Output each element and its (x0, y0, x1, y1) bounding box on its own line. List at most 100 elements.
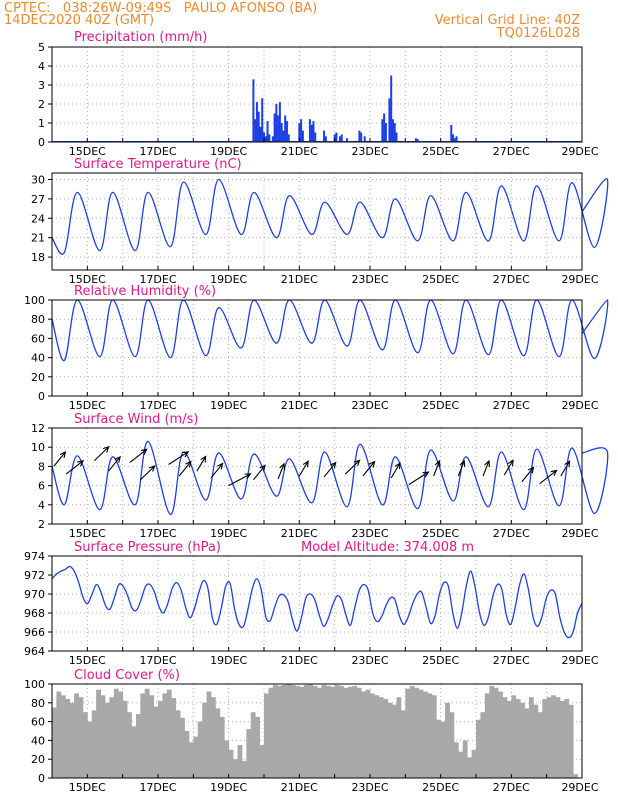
y-tick-label: 5 (38, 41, 45, 54)
wind-arrow (139, 465, 156, 481)
wind-arrow-head (244, 473, 252, 480)
cloud-bar (493, 687, 499, 778)
panel-frame (51, 683, 583, 779)
series-line (51, 299, 609, 362)
cloud-bar (400, 710, 406, 778)
cloud-bar (361, 691, 366, 778)
cloud-bar (135, 714, 141, 778)
wind-arrow (482, 460, 490, 477)
precip-bar (383, 113, 386, 142)
panel-title: Relative Humidity (%) (74, 284, 216, 299)
x-tick-label: 19DEC (210, 781, 247, 794)
cloud-bar (91, 710, 97, 778)
x-tick-label: 23DEC (351, 145, 388, 158)
cloud-bar (184, 731, 190, 778)
panel-2: 18 21 24 27 30 15DEC 17DEC 19DEC 21DEC 23DEC 25DEC… (31, 157, 609, 286)
wind-arrow-head (527, 466, 535, 474)
precip-bar (310, 124, 313, 142)
cloud-bar (166, 689, 172, 778)
precip-bar (285, 121, 288, 142)
cloud-bar (431, 695, 437, 778)
cloud-bar (118, 691, 124, 778)
x-axis: 15DEC 17DEC 19DEC 21DEC 23DEC 25DEC 27DEC 29DEC (51, 138, 599, 158)
cloud-bar (149, 695, 154, 778)
precip-bar (312, 121, 315, 142)
wind-arrow (539, 469, 557, 485)
cloud-bar (308, 684, 313, 778)
wind-arrow (196, 456, 207, 472)
x-tick-label: 15DEC (69, 654, 106, 667)
wind-arrow (298, 460, 309, 477)
y-tick-label: 3 (38, 79, 45, 92)
cloud-bar (96, 689, 101, 778)
cloud-bar (250, 712, 256, 778)
x-tick-label: 19DEC (210, 654, 247, 667)
precip-bar (300, 119, 303, 142)
cloud-bar (122, 700, 128, 778)
cloud-bar (299, 686, 305, 778)
y-tick-label: 20 (31, 371, 45, 384)
cloud-bar (506, 700, 512, 778)
x-tick-label: 23DEC (351, 654, 388, 667)
precip-bar (335, 132, 338, 142)
x-tick-label: 27DEC (493, 527, 530, 540)
cloud-bar (286, 684, 291, 778)
precip-bar (261, 98, 264, 142)
panel-grid (52, 556, 582, 651)
y-tick-label: 1 (38, 117, 45, 130)
cloud-bar (215, 708, 221, 778)
cloud-bar (476, 719, 481, 778)
x-axis: 15DEC 17DEC 19DEC 21DEC 23DEC 25DEC 27DEC 29DEC (51, 647, 599, 667)
cloud-bar (317, 687, 322, 778)
wind-arrow-head (77, 460, 85, 467)
cloud-bar (467, 757, 472, 778)
cloud-bar (409, 685, 415, 778)
wind-arrow-head (394, 462, 401, 470)
panel-series (51, 178, 609, 255)
precip-bar (450, 124, 453, 142)
wind-arrow-head (434, 459, 441, 467)
y-tick-label: 60 (31, 332, 45, 345)
x-tick-label: 21DEC (281, 399, 318, 412)
precip-bar (282, 130, 285, 142)
x-tick-label: 23DEC (351, 781, 388, 794)
panel-grid (52, 47, 582, 142)
precip-bar (381, 119, 384, 142)
y-tick-label: 24 (31, 212, 45, 225)
cloud-bar (246, 729, 252, 778)
wind-arrow-head (148, 465, 156, 472)
precip-bar (391, 119, 394, 142)
y-tick-label: 4 (38, 60, 45, 73)
cloud-bar (206, 691, 212, 778)
precip-bar (268, 134, 271, 142)
cloud-bar (140, 693, 146, 778)
cloud-bar (555, 697, 561, 778)
precip-bar (301, 130, 304, 142)
y-tick-label: 6 (38, 480, 45, 493)
cloud-bar (502, 697, 508, 778)
precip-bar (388, 98, 391, 142)
precip-bar (284, 115, 287, 142)
y-tick-label: 60 (31, 716, 45, 729)
y-tick-label: 0 (38, 772, 45, 785)
x-tick-label: 21DEC (281, 654, 318, 667)
precip-bar (346, 138, 349, 142)
wind-arrow-head (550, 469, 558, 477)
cloud-bar (228, 749, 234, 778)
y-tick-label: 972 (24, 569, 45, 582)
wind-arrow-head (302, 460, 309, 468)
cloud-bar (52, 707, 57, 778)
cloud-bar (383, 699, 389, 778)
cloud-bar (233, 759, 238, 778)
y-tick-label: 100 (24, 294, 45, 307)
wind-arrow-head (114, 455, 121, 463)
wind-arrow (178, 461, 192, 477)
cloud-bar (564, 699, 570, 778)
wind-arrow (521, 467, 534, 483)
precip-bar (340, 134, 343, 142)
cloud-bar (202, 702, 207, 778)
panel-frame (51, 172, 583, 271)
cloud-bar (105, 702, 110, 778)
cloud-bar (158, 700, 163, 778)
